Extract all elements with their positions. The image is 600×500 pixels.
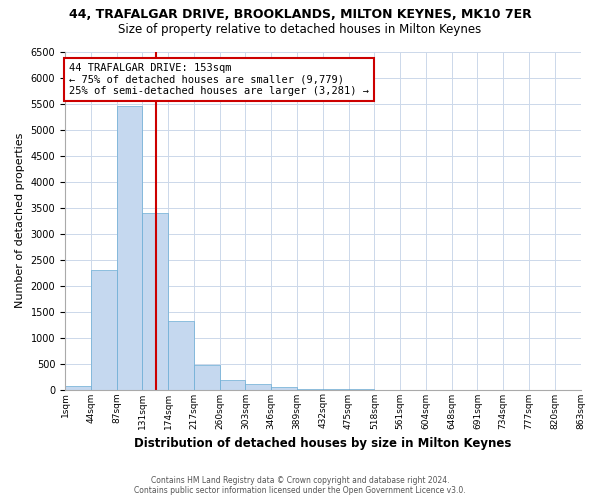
Bar <box>220 380 245 390</box>
Y-axis label: Number of detached properties: Number of detached properties <box>15 133 25 308</box>
Bar <box>116 106 142 390</box>
Bar <box>194 364 220 390</box>
Text: 44, TRAFALGAR DRIVE, BROOKLANDS, MILTON KEYNES, MK10 7ER: 44, TRAFALGAR DRIVE, BROOKLANDS, MILTON … <box>68 8 532 20</box>
Bar <box>142 212 168 390</box>
Text: 44 TRAFALGAR DRIVE: 153sqm
← 75% of detached houses are smaller (9,779)
25% of s: 44 TRAFALGAR DRIVE: 153sqm ← 75% of deta… <box>69 63 369 96</box>
Bar <box>271 387 297 390</box>
Bar <box>297 389 323 390</box>
Bar <box>65 386 91 390</box>
Text: Contains HM Land Registry data © Crown copyright and database right 2024.
Contai: Contains HM Land Registry data © Crown c… <box>134 476 466 495</box>
Bar <box>168 321 194 390</box>
Bar <box>91 270 116 390</box>
Bar <box>245 384 271 390</box>
X-axis label: Distribution of detached houses by size in Milton Keynes: Distribution of detached houses by size … <box>134 437 511 450</box>
Text: Size of property relative to detached houses in Milton Keynes: Size of property relative to detached ho… <box>118 22 482 36</box>
